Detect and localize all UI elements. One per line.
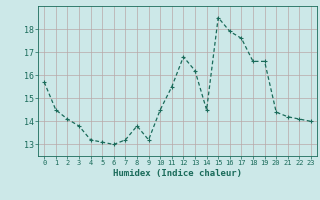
X-axis label: Humidex (Indice chaleur): Humidex (Indice chaleur) [113, 169, 242, 178]
